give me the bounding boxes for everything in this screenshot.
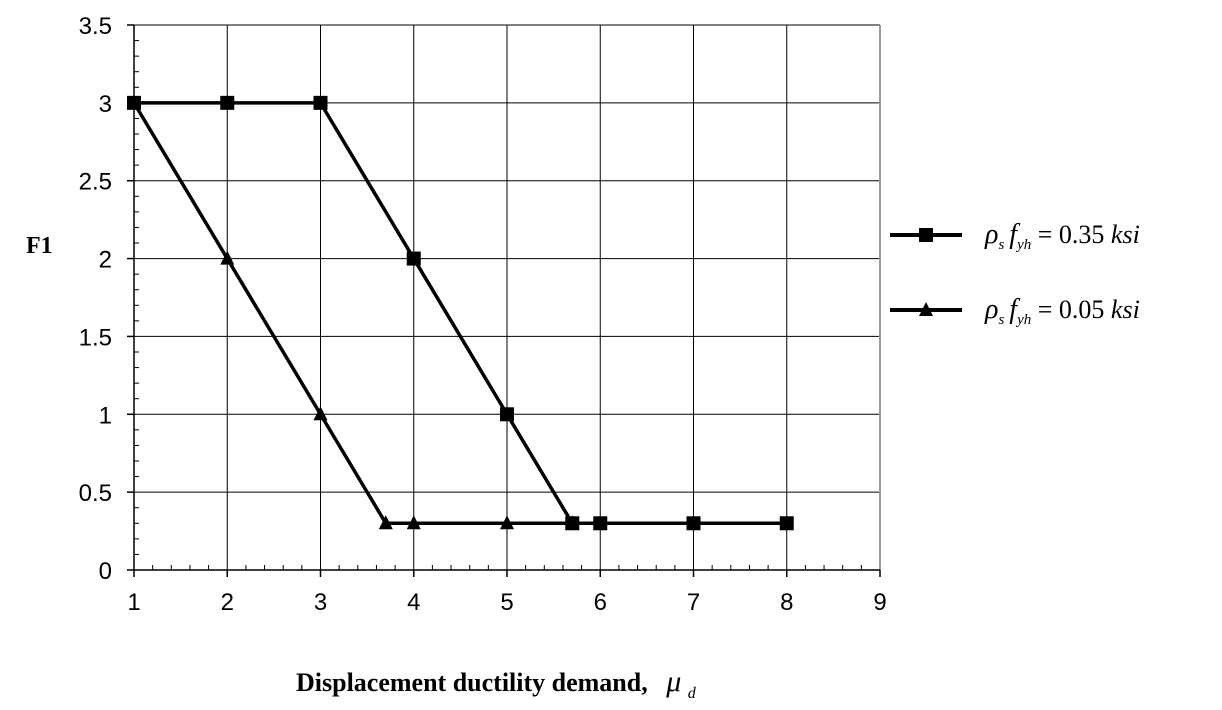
data-point-triangle: [593, 515, 608, 530]
series-line: [132, 101, 787, 526]
legend-label-unit: ksi: [1111, 220, 1140, 249]
y-axis-title: F1: [26, 233, 53, 259]
x-tick-label: 9: [873, 589, 886, 616]
y-tick-label: 1.5: [79, 324, 112, 351]
axes: 1 2 3 4 5 6 7 8 9 0 0.5 1 1.5 2 2.5 3 3.5: [79, 13, 887, 616]
x-axis-title-subscript: d: [688, 685, 697, 702]
legend-label-f-sub: yh: [1015, 237, 1031, 253]
x-tick-label: 8: [780, 589, 793, 616]
y-tick-label: 3: [99, 91, 112, 118]
data-point-triangle: [313, 406, 328, 421]
x-axis-title-symbol: μ: [665, 665, 681, 698]
data-point-square: [313, 95, 328, 110]
y-tick-label: 3.5: [79, 13, 112, 40]
data-point-triangle: [406, 515, 421, 530]
gridlines: [134, 24, 880, 570]
legend-marker: [919, 302, 933, 316]
legend-entry-2: ρs fyh = 0.05 ksi: [890, 294, 1140, 328]
y-tick-label: 1: [99, 402, 112, 429]
legend-label: ρs fyh = 0.05 ksi: [984, 294, 1140, 328]
series-2: [127, 94, 794, 530]
x-tick-label: 1: [127, 589, 140, 616]
x-tick-label: 7: [687, 589, 700, 616]
data-point-triangle: [220, 250, 235, 265]
legend-marker: [919, 228, 933, 242]
x-tick-label: 4: [407, 589, 420, 616]
y-tick-label: 0: [99, 558, 112, 585]
legend-label-rho-sub: s: [998, 237, 1004, 253]
legend-label-f-sub: yh: [1015, 312, 1031, 328]
x-axis-title-text: Displacement ductility demand,: [296, 668, 648, 697]
data-point-triangle: [565, 515, 580, 530]
legend-label-eq: = 0.35: [1031, 220, 1111, 249]
data-point-square: [406, 251, 421, 266]
data-point-triangle: [378, 515, 393, 530]
legend-label-f: f: [1009, 294, 1020, 325]
data-point-triangle: [500, 515, 514, 530]
data-point-triangle: [779, 515, 794, 530]
data-point-square: [220, 95, 235, 110]
y-tick-label: 2.5: [79, 169, 112, 196]
legend-label-unit: ksi: [1111, 295, 1140, 324]
legend-label-f: f: [1009, 219, 1020, 250]
x-tick-label: 2: [221, 589, 234, 616]
legend-label-rho: ρ: [984, 219, 998, 250]
legend-label-rho-sub: s: [998, 312, 1004, 328]
legend-label-eq: = 0.05: [1031, 295, 1111, 324]
x-axis-title: Displacement ductility demand, μ d: [296, 665, 697, 702]
x-tick-label: 3: [314, 589, 327, 616]
series-line: [134, 101, 787, 526]
data-series: [127, 94, 794, 531]
data-point-triangle: [686, 515, 701, 530]
y-tick-label: 0.5: [79, 480, 112, 507]
data-point-square: [500, 407, 514, 422]
legend-label-rho: ρ: [984, 294, 998, 325]
legend-entry-1: ρs fyh = 0.35 ksi: [890, 219, 1140, 253]
y-tick-label: 2: [99, 247, 112, 274]
legend-label: ρs fyh = 0.35 ksi: [984, 219, 1140, 253]
x-tick-label: 6: [594, 589, 607, 616]
x-tick-label: 5: [500, 589, 513, 616]
data-point-triangle: [127, 94, 141, 109]
